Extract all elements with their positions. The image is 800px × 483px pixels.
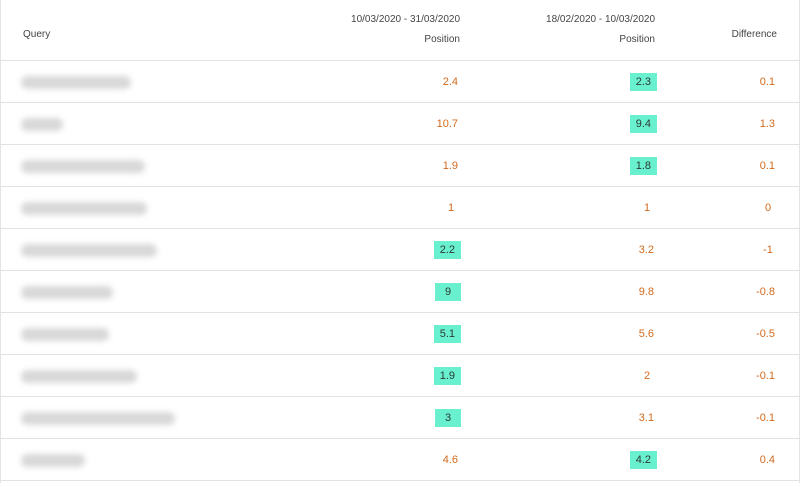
difference-value: -0.1 (756, 370, 775, 382)
previous-position-value: 9.4 (629, 115, 657, 133)
column-header-previous-position[interactable]: Position (619, 34, 655, 45)
query-text-redacted (21, 412, 175, 425)
difference-value: 0.1 (759, 76, 775, 88)
query-text-redacted (21, 454, 85, 467)
table-body: 2.4 2.3 0.1 10.7 9.4 1.3 1.9 1.8 0.1 1 1 0 2.2 3.2 -1 9… (1, 61, 799, 481)
table-header: Query 10/03/2020 - 31/03/2020 Position 1… (1, 0, 799, 61)
current-position-value: 2.2 (433, 241, 461, 259)
difference-value: 0.4 (759, 454, 775, 466)
current-position-value: 3 (435, 409, 461, 427)
previous-position-value: 3.2 (638, 244, 654, 256)
query-text-redacted (21, 202, 147, 215)
difference-value: 0 (764, 202, 772, 214)
column-header-previous-range: 18/02/2020 - 10/03/2020 (546, 14, 655, 25)
current-position-value: 9 (435, 283, 461, 301)
previous-position-value: 1 (643, 202, 651, 214)
table-row[interactable]: 1.9 2 -0.1 (1, 355, 799, 397)
previous-position-value: 1.8 (629, 157, 657, 175)
previous-position-value: 2.3 (629, 73, 657, 91)
query-text-redacted (21, 286, 113, 299)
column-header-current-range: 10/03/2020 - 31/03/2020 (351, 14, 460, 25)
current-position-value: 2.4 (442, 76, 458, 88)
column-header-difference[interactable]: Difference (731, 29, 777, 40)
table-row[interactable]: 5.1 5.6 -0.5 (1, 313, 799, 355)
table-row[interactable]: 2.4 2.3 0.1 (1, 61, 799, 103)
difference-value: 0.1 (759, 160, 775, 172)
table-row[interactable]: 3 3.1 -0.1 (1, 397, 799, 439)
table-row[interactable]: 1.9 1.8 0.1 (1, 145, 799, 187)
difference-value: -0.8 (756, 286, 775, 298)
previous-position-value: 2 (643, 370, 651, 382)
query-text-redacted (21, 244, 157, 257)
difference-value: -0.1 (756, 412, 775, 424)
current-position-value: 4.6 (442, 454, 458, 466)
difference-value: 1.3 (759, 118, 775, 130)
query-text-redacted (21, 76, 131, 89)
previous-position-value: 5.6 (638, 328, 654, 340)
current-position-value: 1.9 (442, 160, 458, 172)
previous-position-value: 9.8 (638, 286, 654, 298)
current-position-value: 5.1 (433, 325, 461, 343)
table-row[interactable]: 10.7 9.4 1.3 (1, 103, 799, 145)
query-text-redacted (21, 328, 109, 341)
current-position-value: 10.7 (436, 118, 458, 130)
table-row[interactable]: 9 9.8 -0.8 (1, 271, 799, 313)
previous-position-value: 4.2 (629, 451, 657, 469)
column-header-current-position[interactable]: Position (424, 34, 460, 45)
table-row[interactable]: 4.6 4.2 0.4 (1, 439, 799, 481)
current-position-value: 1.9 (433, 367, 461, 385)
query-text-redacted (21, 370, 137, 383)
difference-value: -0.5 (756, 328, 775, 340)
column-header-query[interactable]: Query (23, 29, 51, 40)
query-text-redacted (21, 118, 63, 131)
table-row[interactable]: 1 1 0 (1, 187, 799, 229)
previous-position-value: 3.1 (638, 412, 654, 424)
difference-value: -1 (763, 244, 773, 256)
query-text-redacted (21, 160, 145, 173)
current-position-value: 1 (447, 202, 455, 214)
table-row[interactable]: 2.2 3.2 -1 (1, 229, 799, 271)
